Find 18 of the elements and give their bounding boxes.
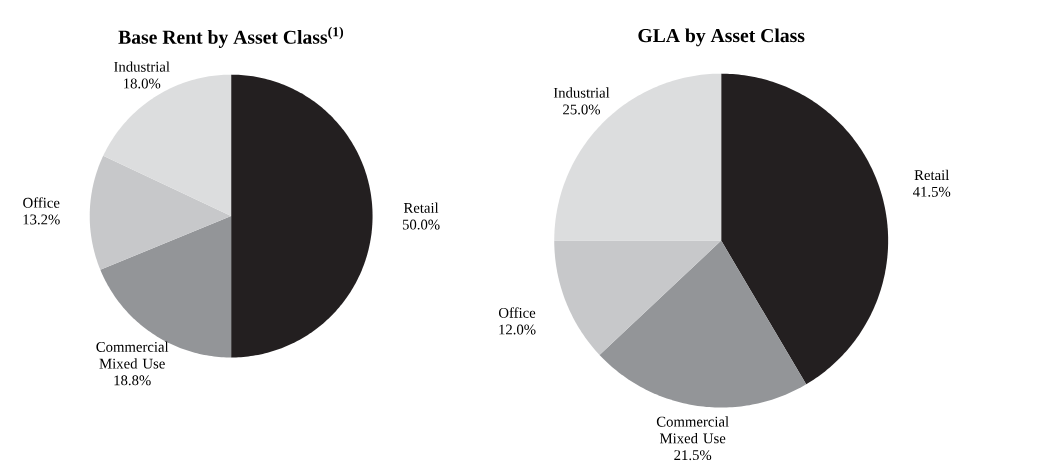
slice-label: Office [498,307,536,318]
data-label: 50.0% [402,219,440,230]
slice-label: Retail [403,202,439,213]
data-label: 18.8% [114,375,151,386]
data-label: 25.0% [563,104,601,115]
slice-label: Office [23,197,60,208]
data-label: 41.5% [912,186,951,197]
data-label: 12.0% [499,324,536,335]
slice-label: Industrial [553,87,610,98]
slice-label: Commercial Mixed Use [656,416,729,444]
chart-title: Base Rent by Asset Class$^{(1)}$ [118,26,344,48]
slice-label: Industrial [114,61,170,72]
slice-label: Retail [914,169,950,180]
data-label: 18.0% [124,78,161,89]
data-label: 21.5% [674,450,712,461]
data-label: 13.2% [23,214,60,225]
slice-label: Commercial Mixed Use [96,341,169,369]
chart-title: GLA by Asset Class [638,28,805,47]
